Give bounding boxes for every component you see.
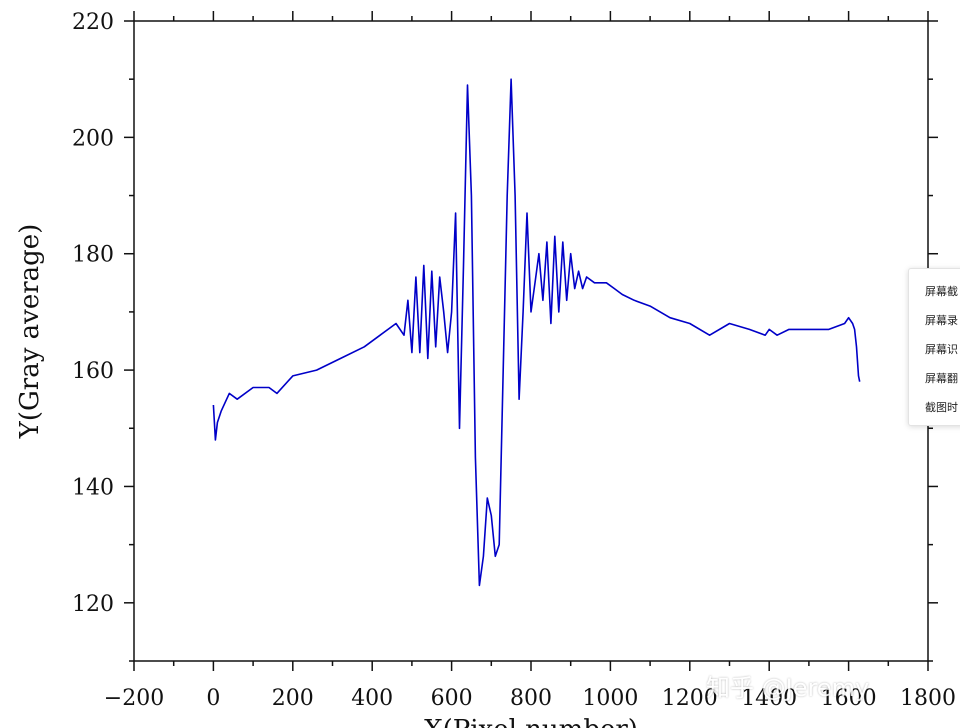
x-tick-label: 400 [351,686,393,711]
watermark: 知乎 @Jeremy [706,674,870,702]
x-tick-label: −200 [104,686,164,711]
y-tick-label: 160 [72,359,114,384]
x-tick-label: 1800 [900,686,956,711]
x-tick-label: 1200 [662,686,718,711]
context-menu-item-timed-capture[interactable]: 截图时 [925,401,958,414]
x-tick-label: 1600 [821,686,877,711]
x-tick-label: 1000 [582,686,638,711]
plot-frame [133,20,929,662]
y-axis-title: Y(Gray average) [15,224,45,440]
x-tick-label: 0 [206,686,220,711]
x-tick-label: 800 [510,686,552,711]
y-tick-label: 180 [72,243,114,268]
context-menu-item-translate[interactable]: 屏幕翻 [925,372,958,385]
y-tick-label: 220 [72,10,114,35]
y-tick-label: 200 [72,126,114,151]
y-tick-label: 120 [72,592,114,617]
x-tick-label: 200 [272,686,314,711]
context-menu-item-screenshot[interactable]: 屏幕截 [925,285,958,298]
series-line [212,78,861,587]
context-menu-item-record[interactable]: 屏幕录 [925,314,958,327]
tick-labels: −200 0 200 400 600 800 1000 1200 1400 1600 1800 120… [72,10,956,711]
x-axis-title: X(Pixel number) [424,715,638,728]
x-tick-label: 1400 [741,686,797,711]
axis-ticks [124,11,938,671]
context-menu-item-recognize[interactable]: 屏幕识 [925,343,958,356]
y-tick-label: 140 [72,475,114,500]
x-tick-label: 600 [431,686,473,711]
context-menu: 屏幕截 屏幕录 屏幕识 屏幕翻 截图时 [908,268,960,426]
